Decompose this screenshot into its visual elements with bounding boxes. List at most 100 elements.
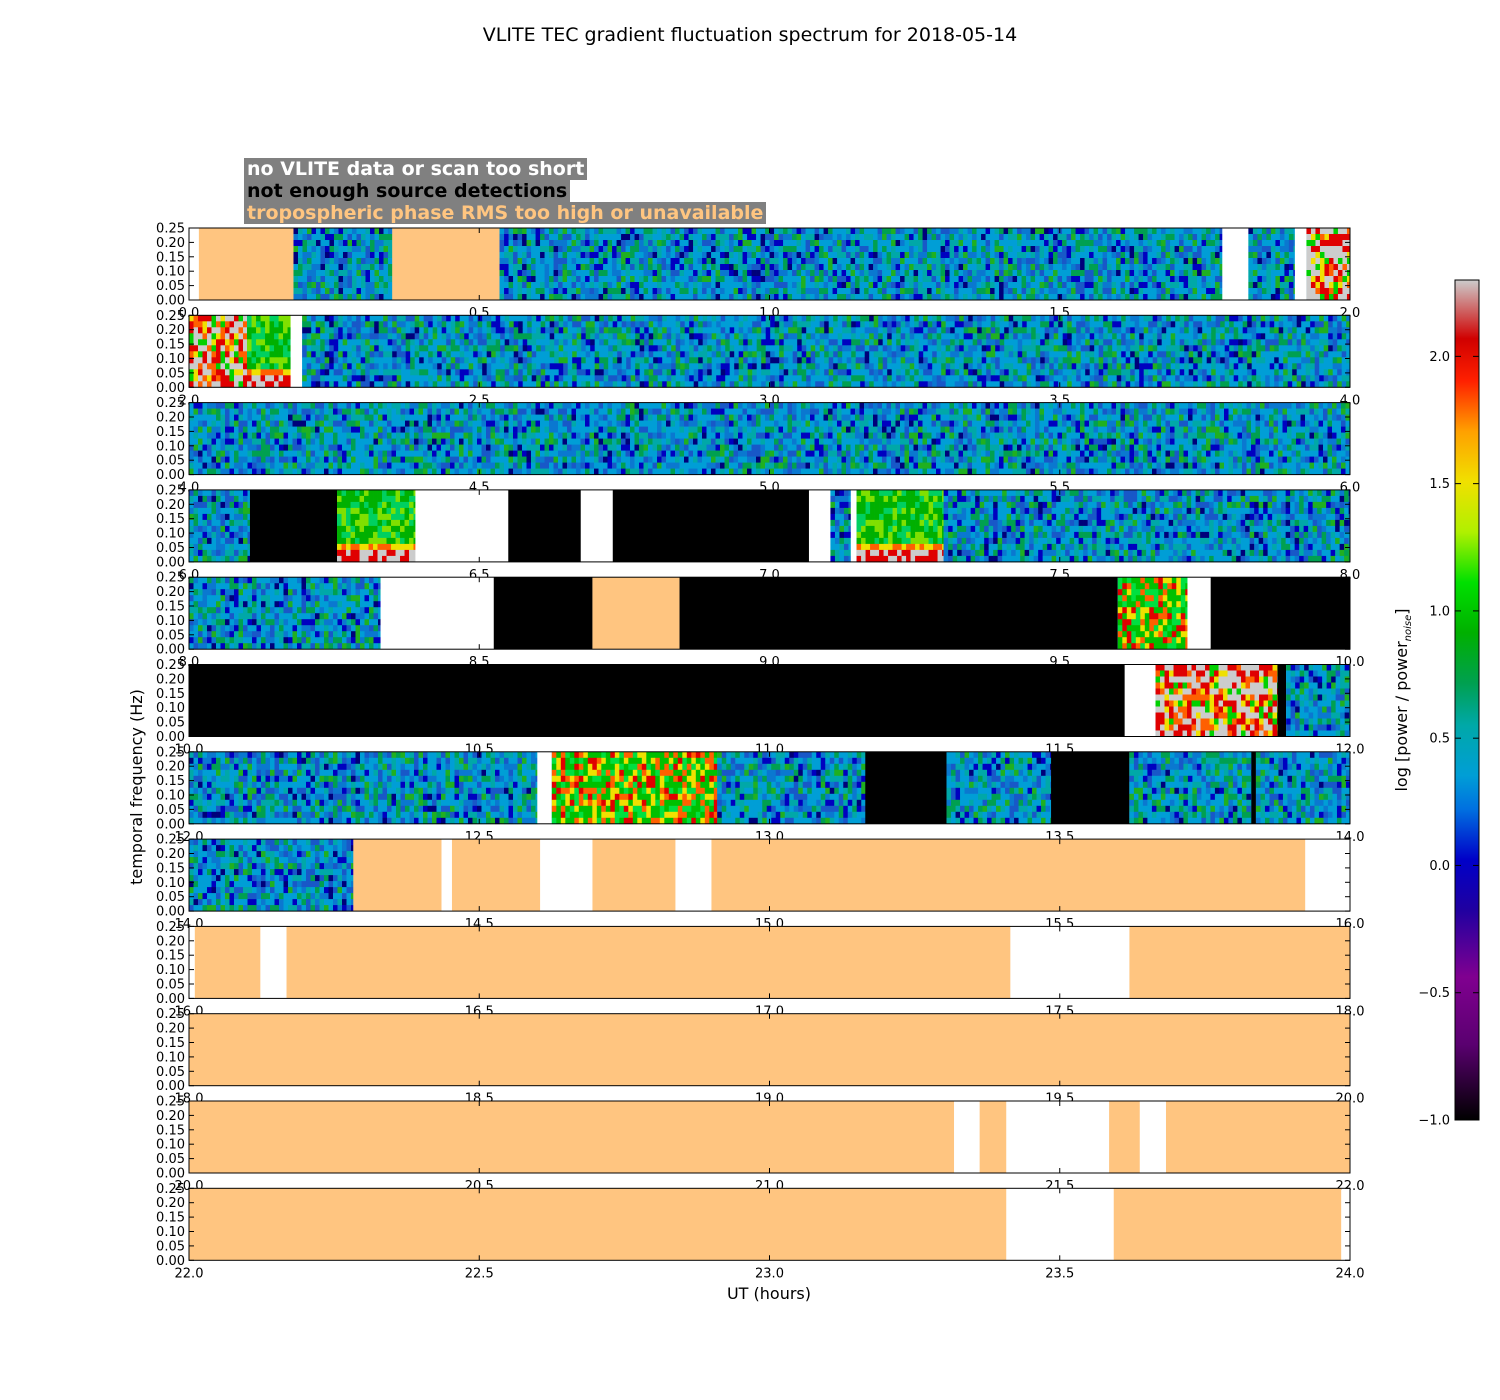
y-tick-label: 0.05 [156,1065,185,1080]
y-tick-label: 0.10 [156,876,185,891]
segment-white [580,489,613,562]
y-tick-label: 0.05 [156,803,185,818]
y-tick-label: 0.00 [156,294,185,309]
y-tick-label: 0.10 [156,265,185,280]
colorbar-label: log [power / powernoise] [1392,608,1414,791]
y-tick-label: 0.00 [156,730,185,745]
x-tick-label: 23.0 [755,1266,784,1281]
spectrum-row: 0.000.050.100.150.200.25 22.0 22.5 23.0 23.5… [156,1182,1364,1282]
segment-noise [717,751,866,825]
y-tick-label: 0.15 [156,949,185,964]
segment-noise [1286,664,1351,737]
segment-noise [189,489,251,563]
y-tick-label: 0.00 [156,468,185,483]
y-tick-label: 0.25 [156,309,185,324]
segment-orange [592,577,680,650]
y-tick-label: 0.25 [156,222,185,237]
colorbar-tick-label: 0.0 [1429,859,1450,874]
segment-white [954,1101,980,1173]
y-tick-label: 0.10 [156,439,185,454]
segment-active [189,315,248,388]
y-tick-label: 0.05 [156,716,185,731]
segment-black [1210,577,1350,650]
colorbar: −1.0 −0.5 0.0 0.5 1.0 1.5 2.0 log [power / pow… [1392,279,1480,1129]
y-tick-label: 0.15 [156,425,185,440]
colorbar-tick-label: 1.0 [1429,604,1450,619]
segment-orange [1165,1101,1350,1173]
x-tick-label: 22.0 [175,1266,204,1281]
segment-white [189,228,199,300]
segment-white [1010,926,1130,999]
y-tick-label: 0.15 [156,1036,185,1051]
segment-white [1187,577,1211,650]
y-tick-label: 0.15 [156,600,185,615]
segment-orange [979,1101,1007,1173]
y-tick-label: 0.20 [156,1109,185,1124]
y-tick-label: 0.00 [156,643,185,658]
segment-black [508,489,581,562]
y-tick-label: 0.20 [156,1022,185,1037]
y-tick-label: 0.20 [156,760,185,775]
segment-orange [711,839,1306,912]
segment-white [1222,228,1249,300]
y-tick-label: 0.10 [156,1050,185,1065]
y-tick-label: 0.10 [156,701,185,716]
y-tick-label: 0.05 [156,628,185,643]
y-tick-label: 0.00 [156,555,185,570]
x-tick-label: 24.0 [1336,1266,1365,1281]
segment-noise [189,751,538,825]
segment-black [612,489,809,562]
y-tick-label: 0.10 [156,352,185,367]
y-tick-label: 0.00 [156,992,185,1007]
segment-noise [1248,228,1296,301]
y-tick-label: 0.05 [156,541,185,556]
colorbar-tick-label: −1.0 [1418,1114,1450,1129]
segment-noise [189,839,354,912]
segment-noise [946,751,1052,825]
x-axis-label: UT (hours) [727,1284,811,1303]
y-tick-label: 0.25 [156,1182,185,1197]
colorbar-fill [1454,279,1480,1121]
y-tick-label: 0.15 [156,1123,185,1138]
segment-black [249,489,338,562]
segment-orange [198,228,294,300]
y-tick-label: 0.05 [156,366,185,381]
legend-not-enough-detections: not enough source detections [244,180,571,202]
spectrum-row: 0.000.050.100.150.200.254.0 4.5 5.0 5.5 6.0 [156,396,1360,496]
segment-noise [302,315,1351,388]
y-tick-label: 0.20 [156,847,185,862]
colorbar-tick-label: 1.5 [1429,477,1450,492]
segment-midactive [551,751,718,825]
segment-white [850,489,857,562]
segment-orange [1113,1188,1342,1261]
y-tick-label: 0.20 [156,934,185,949]
segment-noise [499,228,1223,301]
y-tick-label: 0.05 [156,454,185,469]
segment-lowactive [247,315,291,388]
y-tick-label: 0.05 [156,279,185,294]
segment-white [441,839,452,912]
y-tick-label: 0.05 [156,1239,185,1254]
colorbar-tick-label: −0.5 [1418,986,1450,1001]
segment-orange [392,228,500,300]
segment-white [1341,1188,1350,1261]
y-tick-label: 0.15 [156,687,185,702]
segment-white [540,839,593,912]
segment-midactive [1117,577,1188,650]
y-tick-label: 0.25 [156,1095,185,1110]
segment-white [808,489,831,562]
segment-white [260,926,287,999]
y-tick-label: 0.20 [156,498,185,513]
colorbar-tick-label: 2.0 [1429,350,1450,365]
segment-white [189,926,195,999]
segment-noise [189,402,1351,475]
y-tick-label: 0.10 [156,789,185,804]
spectrum-row: 0.000.050.100.150.200.250.0 0.5 1.0 1.5 2.0 [156,222,1360,322]
y-tick-label: 0.00 [156,381,185,396]
segment-lowactive [856,489,944,563]
segment-black [493,577,593,650]
segment-orange [1129,926,1350,999]
